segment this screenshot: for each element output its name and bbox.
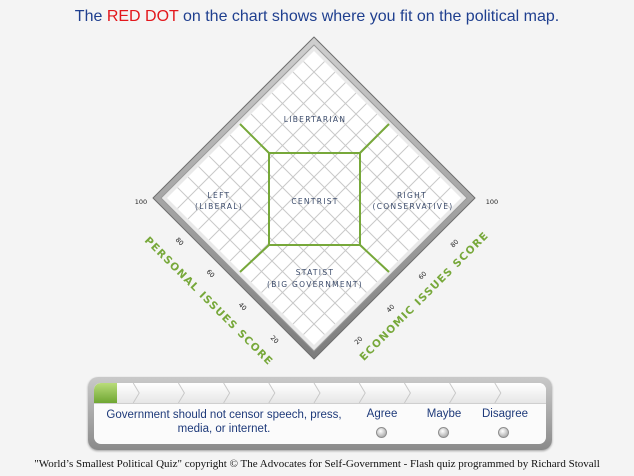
headline: The RED DOT on the chart shows where you…: [0, 8, 634, 26]
economic-tick-40: 40: [385, 303, 397, 315]
progress-chevron: [177, 383, 185, 403]
footer-copyright: "World’s Smallest Political Quiz" copyri…: [34, 458, 600, 470]
progress-chevrons: [132, 383, 502, 403]
region-boundaries: [239, 123, 390, 273]
option-label-maybe: Maybe: [426, 408, 462, 420]
headline-red-dot: RED DOT: [106, 8, 179, 25]
region-label-libertarian: LIBERTARIAN: [284, 115, 347, 124]
boundary-line-top-left: [239, 123, 270, 154]
progress-bar: [94, 383, 546, 404]
economic-tick-20: 20: [353, 335, 365, 347]
agree-radio[interactable]: [376, 427, 387, 438]
progress-chevron: [358, 383, 366, 403]
personal-tick-20: 20: [269, 334, 281, 346]
progress-chevron: [268, 383, 276, 403]
centrist-box: [268, 152, 361, 246]
progress-chevron: [313, 383, 321, 403]
headline-text-after: on the chart shows where you fit on the …: [178, 8, 560, 25]
boundary-line-bottom-left: [239, 244, 270, 273]
progress-chevron: [449, 383, 457, 403]
boundary-line-bottom-right: [359, 244, 390, 273]
personal-tick-40: 40: [237, 301, 249, 313]
grid-line: [250, 134, 399, 283]
region-label-right: RIGHT: [397, 191, 427, 200]
question-panel: Government should not censor speech, pre…: [88, 377, 552, 450]
grid-line: [187, 176, 336, 325]
region-label-statist-sub: (BIG GOVERNMENT): [267, 280, 363, 289]
economic-tick-100: 100: [486, 198, 498, 206]
grid-line: [261, 145, 409, 293]
progress-chevron: [132, 383, 140, 403]
personal-tick-60: 60: [205, 268, 217, 280]
maybe-radio[interactable]: [438, 427, 449, 438]
progress-chevron: [403, 383, 411, 403]
region-label-right-sub: (CONSERVATIVE): [373, 202, 454, 211]
boundary-line-top-right: [359, 123, 390, 154]
progress-chevron: [223, 383, 231, 403]
personal-tick-80: 80: [174, 236, 186, 248]
region-label-left-sub: (LIBERAL): [195, 202, 243, 211]
grid-line: [219, 145, 367, 293]
option-label-agree: Agree: [366, 408, 398, 420]
region-label-statist: STATIST: [296, 268, 335, 277]
question-panel-inner: Government should not censor speech, pre…: [94, 383, 546, 444]
disagree-radio[interactable]: [498, 427, 509, 438]
economic-tick-80: 80: [449, 238, 461, 250]
headline-text-before: The: [74, 8, 107, 25]
personal-tick-100: 100: [135, 198, 147, 206]
progress-chevron: [494, 383, 502, 403]
grid-line: [208, 155, 357, 304]
grid-line: [282, 166, 430, 314]
grid-line: [271, 155, 420, 304]
progress-fill: [94, 383, 117, 403]
region-label-left: LEFT: [208, 191, 231, 200]
question-text: Government should not censor speech, pre…: [106, 409, 342, 435]
economic-tick-60: 60: [417, 270, 429, 282]
grid-line: [198, 166, 346, 314]
region-label-centrist: CENTRIST: [291, 197, 338, 206]
option-label-disagree: Disagree: [481, 408, 529, 420]
grid-line: [229, 134, 378, 283]
